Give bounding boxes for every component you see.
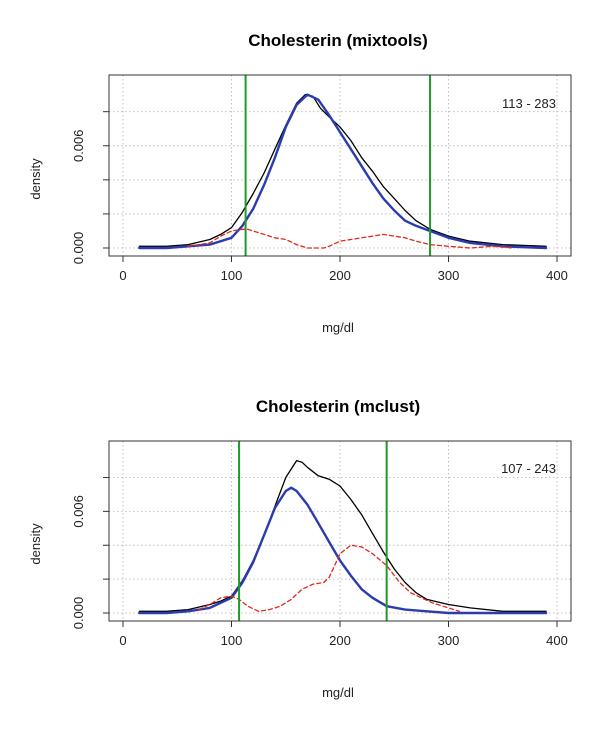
x-tick-label: 200 (329, 633, 351, 648)
x-tick-label: 400 (546, 268, 568, 283)
series-line-residual (198, 544, 461, 612)
x-axis-label: mg/dl (322, 320, 354, 335)
y-tick-label: 0.000 (71, 597, 86, 630)
plot-area: 0 100 200 300 400 0.000 0.006 (71, 74, 572, 283)
x-tick-label: 0 (119, 268, 126, 283)
cutoff-range-label: 113 - 283 (502, 96, 556, 111)
x-tick-label: 100 (221, 268, 243, 283)
series-line-normal_component (138, 486, 548, 615)
panel-mclust: Cholesterin (mclust) mg/dl density 107 -… (28, 397, 572, 700)
x-tick-label: 300 (438, 633, 460, 648)
chart-title: Cholesterin (mclust) (256, 397, 420, 416)
y-tick-label: 0.006 (71, 129, 86, 162)
x-tick-label: 400 (546, 633, 568, 648)
x-tick-label: 200 (329, 268, 351, 283)
y-tick-label: 0.000 (71, 232, 86, 265)
y-axis-label: density (28, 158, 43, 200)
x-tick-label: 0 (119, 633, 126, 648)
series-line-empirical (138, 459, 547, 612)
x-tick-label: 300 (438, 268, 460, 283)
x-tick-label: 100 (221, 633, 243, 648)
series-line-normal_component (138, 93, 548, 250)
y-tick-label: 0.006 (71, 495, 86, 528)
chart-title: Cholesterin (mixtools) (248, 31, 427, 50)
x-axis-label: mg/dl (322, 685, 354, 700)
series-line-empirical (138, 93, 547, 247)
plot-area: 0 100 200 300 400 0.000 0.006 (71, 440, 572, 648)
y-axis-label: density (28, 523, 43, 565)
cutoff-range-label: 107 - 243 (501, 461, 556, 476)
panel-mixtools: Cholesterin (mixtools) mg/dl density 113… (28, 31, 572, 335)
